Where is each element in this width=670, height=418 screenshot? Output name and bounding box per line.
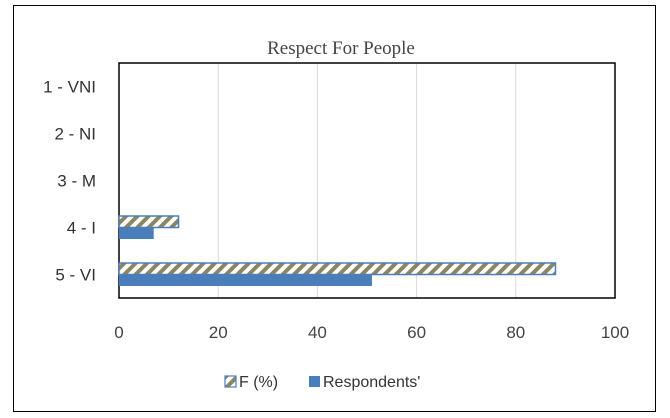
category-label: 5 - VI xyxy=(55,266,96,285)
chart-frame xyxy=(13,5,656,412)
plot-area xyxy=(118,62,616,299)
x-tick-label: 60 xyxy=(407,323,426,342)
chart-title: Respect For People xyxy=(267,38,415,59)
legend-label: F (%) xyxy=(239,374,278,391)
bar-respondents xyxy=(119,274,372,286)
legend-swatch xyxy=(309,376,320,387)
x-tick-label: 0 xyxy=(114,323,123,342)
bar-respondents xyxy=(119,227,154,239)
x-tick-label: 100 xyxy=(601,323,629,342)
x-tick-label: 80 xyxy=(506,323,525,342)
legend-swatch xyxy=(224,375,237,388)
x-tick-labels: 0 20 40 60 80 100 xyxy=(114,323,629,342)
category-labels: 1 - VNI 2 - NI 3 - M 4 - I 5 - VI xyxy=(43,78,96,285)
x-tick-label: 40 xyxy=(308,323,327,342)
category-label: 1 - VNI xyxy=(43,78,96,97)
bars xyxy=(118,215,557,286)
grid-lines xyxy=(217,63,517,298)
legend: F (%) Respondents' xyxy=(224,374,420,391)
x-tick-label: 20 xyxy=(209,323,228,342)
category-label: 3 - M xyxy=(57,172,96,191)
bar-f-percent xyxy=(118,262,557,276)
bar-f-percent xyxy=(118,215,180,229)
legend-label: Respondents' xyxy=(323,374,420,391)
category-label: 4 - I xyxy=(67,219,96,238)
category-label: 2 - NI xyxy=(54,125,96,144)
